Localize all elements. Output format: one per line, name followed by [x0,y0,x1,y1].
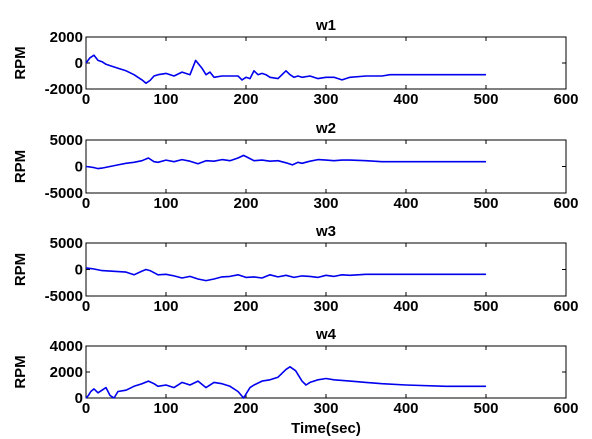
x-tick-label: 500 [473,298,498,315]
x-tick-label: 400 [393,195,418,212]
x-tick-label: 100 [153,298,178,315]
x-tick-label: 0 [82,195,90,212]
series-line-w3 [85,267,486,282]
x-tick-label: 100 [153,91,178,108]
plot-area-2 [85,139,567,194]
y-tick-label: 4000 [50,338,83,355]
series-line-w2 [85,154,486,170]
x-tick-label: 200 [233,400,258,417]
plot-area-3 [85,242,567,297]
series-line-w4 [85,365,486,399]
x-tick-label: 600 [553,400,578,417]
panel-title: w1 [315,17,336,34]
x-tick-label: 200 [233,298,258,315]
y-tick-label: 5000 [50,132,83,149]
x-tick-label: 200 [233,91,258,108]
y-tick-label: 0 [75,262,83,279]
x-tick-label: 500 [473,400,498,417]
y-tick-label: -5000 [45,288,83,305]
y-axis-label: RPM [12,46,29,79]
panel-title: w2 [315,120,336,137]
x-tick-label: 0 [82,298,90,315]
y-axis-label: RPM [12,253,29,286]
y-tick-label: 2000 [50,29,83,46]
x-tick-label: 300 [313,400,338,417]
y-tick-label: 2000 [50,364,83,381]
x-tick-label: 0 [82,91,90,108]
x-tick-label: 300 [313,91,338,108]
x-tick-label: 100 [153,400,178,417]
plot-area-4 [85,345,567,399]
x-tick-label: 600 [553,91,578,108]
x-tick-label: 500 [473,91,498,108]
x-axis-label: Time(sec) [291,420,361,437]
x-tick-label: 300 [313,195,338,212]
x-tick-label: 500 [473,195,498,212]
x-tick-label: 600 [553,298,578,315]
y-tick-label: 5000 [50,235,83,252]
x-tick-label: 100 [153,195,178,212]
y-tick-label: 0 [75,159,83,176]
y-tick-label: 0 [75,55,83,72]
x-tick-label: 600 [553,195,578,212]
series-line-w1 [85,54,486,84]
x-tick-label: 200 [233,195,258,212]
panel-title: w3 [315,223,336,240]
x-tick-label: 400 [393,91,418,108]
y-axis-label: RPM [12,355,29,388]
plot-area-1 [85,36,567,90]
y-tick-label: 0 [75,390,83,407]
x-tick-label: 0 [82,400,90,417]
panel-title: w4 [315,326,337,343]
y-axis-label: RPM [12,150,29,183]
x-tick-label: 400 [393,400,418,417]
x-tick-label: 400 [393,298,418,315]
y-tick-label: -2000 [45,81,83,98]
x-tick-label: 300 [313,298,338,315]
y-tick-label: -5000 [45,185,83,202]
